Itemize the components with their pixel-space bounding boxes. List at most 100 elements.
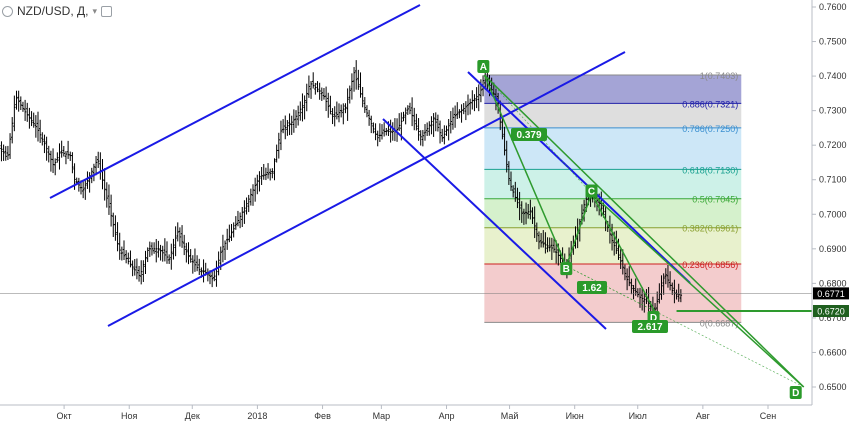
current-price-tag-bg	[813, 287, 849, 300]
price-bar	[140, 260, 143, 285]
price-bar	[432, 113, 435, 137]
price-bar	[516, 187, 519, 209]
price-bar	[34, 115, 38, 138]
price-bar	[288, 113, 291, 136]
price-bar	[348, 85, 351, 104]
price-bar	[88, 172, 91, 193]
price-bar	[372, 122, 375, 134]
price-bar	[38, 119, 42, 143]
point-c-label: C	[588, 187, 595, 198]
price-bar	[23, 99, 27, 121]
price-bar	[103, 168, 106, 201]
x-tick-label: Май	[501, 411, 519, 421]
price-bar	[161, 245, 164, 262]
price-bar	[509, 171, 513, 191]
price-bar	[217, 251, 220, 276]
price-bar	[198, 258, 201, 275]
price-bar	[247, 194, 250, 213]
price-bar	[529, 199, 532, 220]
price-bar	[312, 72, 315, 89]
y-tick-label: 0.7600	[819, 2, 847, 12]
price-bar	[539, 233, 543, 248]
price-bar	[582, 199, 586, 222]
price-bar	[617, 238, 620, 260]
symbol-title[interactable]: NZD/USD, Д,	[17, 4, 89, 18]
fib-level-label: 0.382(0.6961)	[682, 224, 738, 234]
price-bar	[30, 111, 33, 127]
price-bar	[8, 133, 12, 159]
price-bar	[370, 115, 373, 134]
price-bar	[245, 197, 248, 215]
target-price-tag-bg	[813, 305, 849, 317]
x-tick-label: Апр	[439, 411, 455, 421]
price-bar	[413, 107, 416, 131]
price-bar	[60, 140, 63, 158]
price-bar	[664, 268, 668, 285]
price-bar	[234, 216, 238, 230]
price-bar	[548, 237, 551, 252]
ratio-label-2617-bg	[632, 320, 668, 333]
price-bar	[389, 119, 392, 143]
price-bar	[15, 90, 18, 110]
price-bar	[243, 200, 246, 224]
price-bar	[21, 101, 25, 112]
price-bar	[675, 289, 678, 300]
y-tick-label: 0.6600	[819, 347, 847, 357]
harmonic-leg	[590, 192, 805, 388]
price-bar	[144, 250, 147, 274]
price-bar	[522, 208, 526, 225]
fib-level-label: 0.618(0.7130)	[682, 165, 738, 175]
price-bar	[238, 212, 242, 229]
price-bar	[578, 218, 582, 242]
price-bar	[290, 115, 293, 135]
price-bar	[17, 90, 20, 112]
x-tick-label: Окт	[57, 411, 72, 421]
trend-channel-line	[382, 118, 607, 330]
price-bar	[518, 191, 521, 221]
price-bar	[466, 94, 470, 116]
price-bar	[419, 130, 422, 146]
price-bar	[361, 86, 364, 108]
ratio-label-162-bg	[577, 281, 607, 294]
price-bar	[615, 230, 618, 254]
price-bar	[142, 260, 145, 282]
y-tick-label: 0.6900	[819, 244, 847, 254]
point-b-label: B	[563, 264, 570, 275]
visibility-toggle-icon[interactable]	[2, 5, 13, 17]
harmonic-leg	[565, 193, 593, 267]
settings-icon[interactable]	[101, 5, 112, 17]
price-bar	[163, 238, 167, 262]
price-bar	[180, 225, 184, 248]
price-bar	[640, 286, 644, 311]
point-a-label-bg	[477, 60, 490, 74]
price-bar	[380, 124, 384, 140]
x-tick-label: 2018	[247, 411, 267, 421]
price-bar	[191, 255, 195, 274]
ratio-label-0379: 0.379	[516, 130, 541, 141]
price-bar	[221, 234, 225, 263]
price-bar	[363, 97, 367, 113]
price-bar	[133, 258, 136, 276]
price-bar	[533, 206, 536, 239]
price-bar	[167, 254, 171, 264]
price-bar	[449, 111, 453, 134]
price-bar	[344, 103, 347, 114]
price-bar	[152, 242, 156, 254]
point-b-label-bg	[560, 262, 573, 276]
chevron-down-icon[interactable]: ▾	[92, 5, 97, 16]
fib-level-label: 0.236(0.6856)	[682, 260, 738, 270]
price-bar	[129, 250, 132, 268]
fib-zone	[484, 103, 742, 128]
price-bar	[505, 140, 508, 173]
y-tick-label: 0.6700	[819, 313, 847, 323]
price-bar	[458, 109, 461, 119]
price-bar	[309, 81, 313, 99]
price-bar	[187, 242, 190, 265]
price-bar	[172, 238, 175, 260]
price-bar	[210, 270, 214, 288]
price-bar	[660, 275, 663, 300]
price-bar	[71, 152, 74, 174]
price-bar	[333, 106, 336, 127]
